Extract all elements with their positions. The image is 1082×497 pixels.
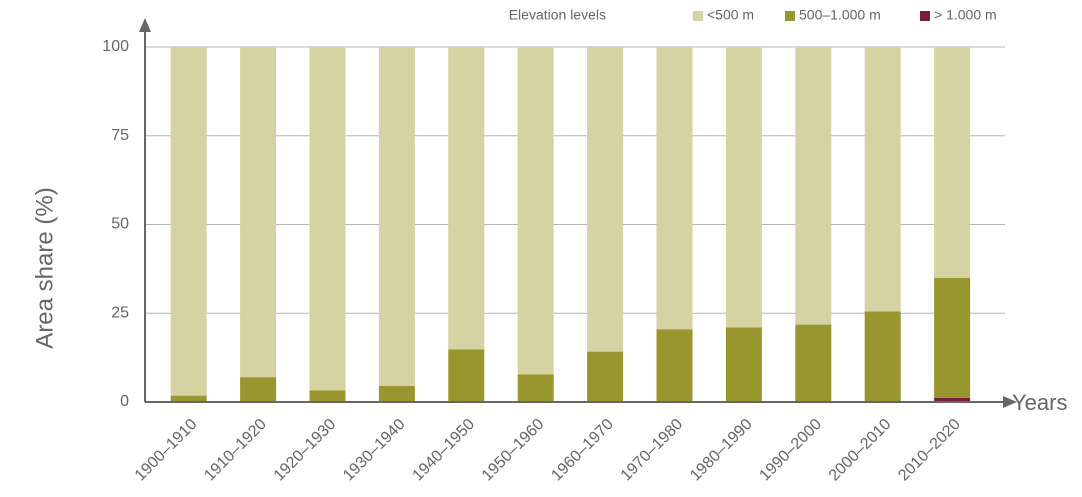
y-tick-label: 50: [111, 216, 129, 233]
x-tick-label: 1970–1980: [618, 416, 687, 485]
y-axis-label: Area share (%): [31, 187, 58, 348]
bar-segment: [170, 47, 207, 396]
bar-segment: [795, 47, 832, 325]
x-tick-label: 1980–1990: [687, 416, 756, 485]
legend-title: Elevation levels: [509, 7, 606, 23]
bar-segment: [656, 47, 693, 330]
bar-segment: [587, 351, 624, 402]
y-tick-label: 75: [111, 127, 129, 144]
bar-segment: [309, 47, 346, 391]
x-tick-label: 1940–1950: [409, 416, 478, 485]
y-axis-arrow: [139, 18, 151, 32]
bar-segment: [725, 47, 762, 328]
x-tick-label: 1910–1920: [201, 416, 270, 485]
y-tick-label: 0: [120, 393, 129, 410]
bar-segment: [448, 47, 485, 350]
bar-segment: [240, 47, 277, 378]
bar-segment: [448, 349, 485, 402]
bar-segment: [656, 329, 693, 402]
x-axis-arrow: [1003, 396, 1017, 408]
legend-swatch: [693, 11, 703, 21]
bar-segment: [170, 395, 207, 402]
x-tick-label: 1960–1970: [548, 416, 617, 485]
legend-label: > 1.000 m: [934, 7, 997, 23]
bar-segment: [864, 47, 901, 312]
y-tick-label: 100: [102, 38, 129, 55]
bar-segment: [725, 327, 762, 402]
x-tick-label: 1930–1940: [340, 416, 409, 485]
x-tick-label: 2010–2020: [895, 416, 964, 485]
bar-segment: [934, 47, 971, 278]
legend-swatch: [920, 11, 930, 21]
legend-label: 500–1.000 m: [799, 7, 881, 23]
bar-segment: [934, 397, 971, 402]
bar-segment: [795, 324, 832, 402]
bar-segment: [517, 47, 554, 375]
legend-label: <500 m: [707, 7, 754, 23]
legend-swatch: [785, 11, 795, 21]
y-tick-label: 25: [111, 304, 129, 321]
bar-segment: [934, 277, 971, 398]
x-tick-label: 1920–1930: [271, 416, 340, 485]
bar-segment: [864, 311, 901, 402]
bar-segment: [378, 386, 415, 402]
x-tick-label: 1900–1910: [132, 416, 201, 485]
bar-segment: [517, 374, 554, 402]
x-tick-label: 1950–1960: [479, 416, 548, 485]
x-tick-label: 1990–2000: [756, 416, 825, 485]
x-axis-label: Years: [1012, 390, 1067, 415]
x-tick-label: 2000–2010: [826, 416, 895, 485]
bar-segment: [378, 47, 415, 387]
bar-segment: [587, 47, 624, 352]
bar-segment: [309, 390, 346, 402]
bar-segment: [240, 377, 277, 402]
